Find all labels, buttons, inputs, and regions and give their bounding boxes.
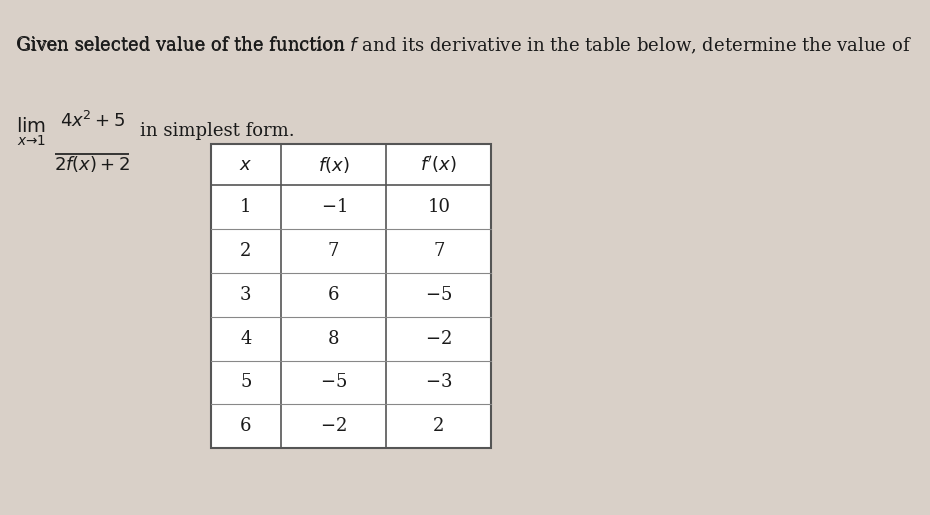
Text: 7: 7 xyxy=(433,242,445,260)
Text: 6: 6 xyxy=(240,417,251,435)
Text: 7: 7 xyxy=(327,242,339,260)
Text: $-$1: $-$1 xyxy=(321,198,347,216)
Text: 10: 10 xyxy=(427,198,450,216)
Text: 6: 6 xyxy=(327,286,339,304)
Text: 1: 1 xyxy=(240,198,251,216)
Text: 2: 2 xyxy=(240,242,251,260)
Text: $x$: $x$ xyxy=(239,156,252,174)
Text: 5: 5 xyxy=(240,373,251,391)
Text: Given selected value of the function $f$ and its derivative in the table below, : Given selected value of the function $f$… xyxy=(16,36,912,56)
Text: $-$3: $-$3 xyxy=(425,373,452,391)
Text: $-$5: $-$5 xyxy=(320,373,347,391)
Text: $-$2: $-$2 xyxy=(425,330,452,348)
Text: Given selected value of the function: Given selected value of the function xyxy=(16,36,352,54)
Text: 8: 8 xyxy=(327,330,339,348)
Text: in simplest form.: in simplest form. xyxy=(140,123,295,140)
Text: $\lim_{x \to 1}$: $\lim_{x \to 1}$ xyxy=(16,116,46,148)
Text: $-$2: $-$2 xyxy=(320,417,347,435)
Text: $4x^2+5$: $4x^2+5$ xyxy=(60,111,126,131)
Text: $f'(x)$: $f'(x)$ xyxy=(420,154,458,175)
Text: 2: 2 xyxy=(433,417,445,435)
Text: $2f(x)+2$: $2f(x)+2$ xyxy=(54,154,130,175)
Text: 3: 3 xyxy=(240,286,251,304)
FancyBboxPatch shape xyxy=(210,144,491,448)
Text: $-$5: $-$5 xyxy=(425,286,452,304)
Text: $f(x)$: $f(x)$ xyxy=(318,155,350,175)
Text: 4: 4 xyxy=(240,330,251,348)
